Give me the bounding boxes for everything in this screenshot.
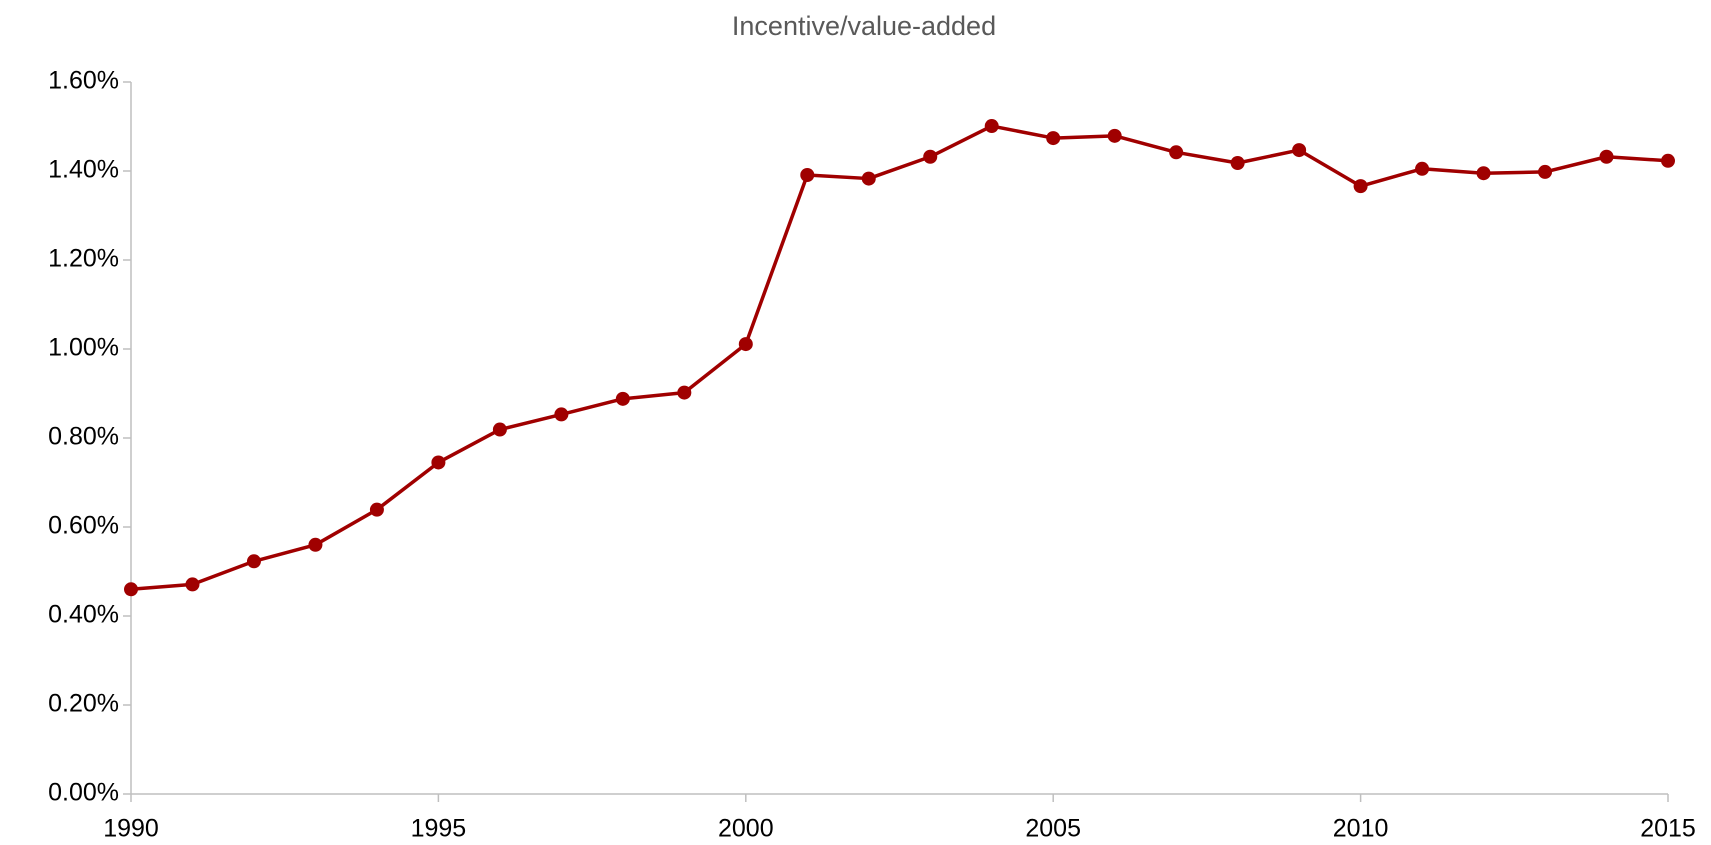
data-point — [308, 537, 323, 552]
series-line — [130, 124, 1669, 592]
data-point — [431, 455, 446, 470]
x-tick-label: 1990 — [103, 815, 159, 843]
y-tick-label: 1.60% — [48, 67, 119, 95]
data-point — [124, 582, 138, 597]
y-tick-label: 1.40% — [48, 156, 119, 184]
data-point — [554, 407, 569, 422]
data-point — [1107, 128, 1122, 143]
y-tick-label: 1.00% — [48, 334, 119, 362]
y-tick-label: 0.20% — [48, 690, 119, 718]
y-tick-label: 0.80% — [48, 423, 119, 451]
x-tick-label: 1995 — [411, 815, 467, 843]
data-point — [1230, 155, 1245, 170]
data-point — [861, 171, 876, 186]
data-point — [1661, 153, 1675, 168]
data-point — [738, 337, 753, 352]
data-point — [923, 149, 938, 164]
data-point — [1538, 164, 1553, 179]
data-point — [492, 422, 507, 437]
data-point — [369, 502, 384, 517]
x-tick-label: 2010 — [1333, 815, 1389, 843]
y-tick-label: 0.40% — [48, 601, 119, 629]
data-point — [800, 168, 815, 183]
data-point — [1599, 149, 1614, 164]
data-point — [984, 119, 999, 134]
data-point — [185, 577, 200, 592]
y-tick-label: 0.00% — [48, 779, 119, 807]
x-tick-label: 2015 — [1640, 815, 1696, 843]
data-point — [1169, 145, 1184, 160]
data-point — [1046, 131, 1061, 146]
x-tick-label: 2005 — [1025, 815, 1081, 843]
data-point — [677, 385, 692, 400]
data-point — [246, 554, 261, 569]
data-point — [1476, 166, 1491, 181]
chart-title: Incentive/value-added — [732, 11, 996, 41]
data-point — [615, 391, 630, 406]
data-point — [1353, 179, 1368, 194]
y-tick-label: 1.20% — [48, 245, 119, 273]
data-point — [1415, 161, 1430, 176]
x-tick-label: 2000 — [718, 815, 774, 843]
data-point — [1292, 143, 1307, 158]
y-tick-label: 0.60% — [48, 512, 119, 540]
